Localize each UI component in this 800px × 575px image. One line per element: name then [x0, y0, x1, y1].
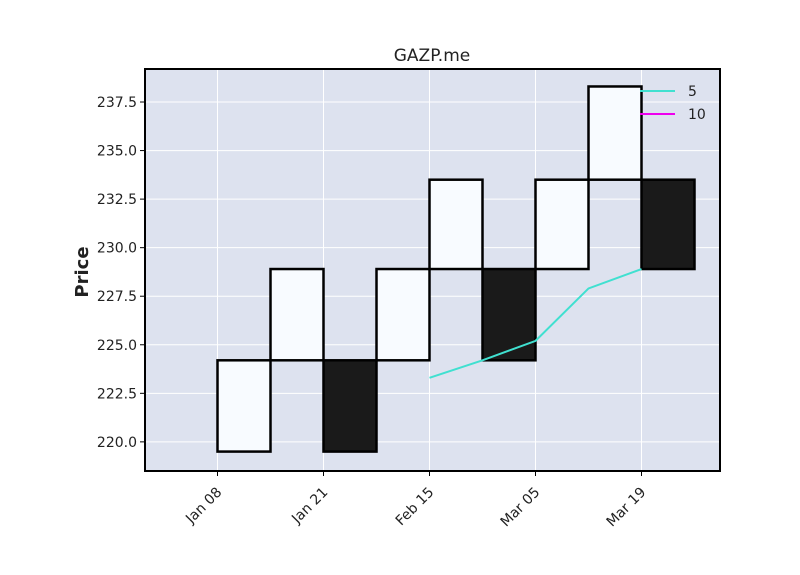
renko-brick-1 [269, 267, 325, 362]
y-tick-label-1: 222.5 [97, 386, 137, 402]
renko-brick-6 [534, 178, 590, 271]
x-tick-label-1: Jan 21 [288, 485, 331, 528]
x-axis-ticks: Jan 08 Jan 21 Feb 15 Mar 05 Mar 19 [182, 471, 649, 530]
x-tick-label-2: Feb 15 [393, 485, 438, 530]
legend-label-5: 5 [688, 84, 697, 100]
y-tick-label-0: 220.0 [97, 435, 137, 451]
y-tick-label-7: 237.5 [97, 95, 137, 111]
legend: 510 [640, 84, 706, 123]
renko-brick-8 [640, 178, 696, 271]
y-tick-label-6: 235.0 [97, 144, 137, 160]
y-axis-ticks: 220.0 222.5 225.0 227.5 230.0 232.5 235.0 237.5 [97, 95, 145, 451]
y-axis-label: Price [72, 246, 93, 297]
plot-frame [144, 68, 721, 472]
moving-average-lines [429, 268, 642, 379]
renko-brick-0 [216, 359, 272, 453]
x-tick-label-3: Mar 05 [498, 485, 544, 531]
renko-brick-7 [587, 85, 643, 181]
mav-line-5 [429, 268, 642, 379]
y-tick-label-5: 232.5 [97, 192, 137, 208]
renko-brick-4 [428, 178, 484, 271]
chart-title: GAZP.me [394, 46, 470, 66]
x-tick-label-4: Mar 19 [604, 485, 650, 531]
renko-brick-2 [322, 359, 378, 453]
renko-bricks [216, 85, 696, 453]
y-tick-label-3: 227.5 [97, 289, 137, 305]
x-tick-label-0: Jan 08 [182, 485, 225, 528]
y-tick-label-2: 225.0 [97, 338, 137, 354]
renko-brick-3 [375, 267, 431, 362]
renko-brick-5 [481, 267, 537, 362]
y-tick-label-4: 230.0 [97, 241, 137, 257]
legend-label-10: 10 [688, 107, 706, 123]
